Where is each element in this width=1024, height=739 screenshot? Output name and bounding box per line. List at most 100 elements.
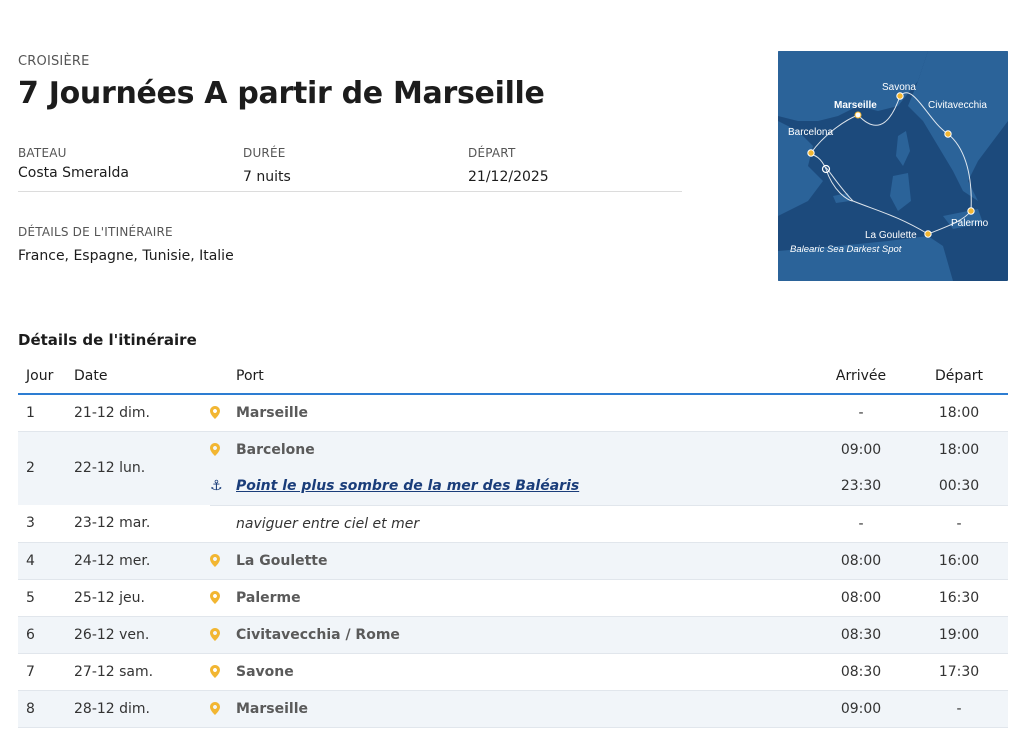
map-pin-icon [210,394,234,432]
row-date: 27-12 sam. [68,653,210,691]
map-pin-icon [210,431,234,468]
map-land-corsica [896,131,910,166]
column-header-day: Jour [18,358,68,395]
table-row: 3 23-12 mar. naviguer entre ciel et mer … [18,505,1008,543]
map-land-italy [908,51,1008,201]
table-row: 4 24-12 mer. La Goulette 08:00 16:00 [18,542,1008,580]
row-port-link[interactable]: Point le plus sombre de la mer des Baléa… [236,478,580,495]
row-port: Palerme [236,589,301,606]
row-day: 7 [18,653,68,691]
row-day: 2 [18,431,68,505]
row-date: 23-12 mar. [68,505,210,543]
map-label-marseille: Marseille [834,100,877,111]
row-arrival: 23:30 [812,468,910,506]
row-day: 3 [18,505,68,543]
map-pin-icon [210,690,234,728]
table-row: 8 28-12 dim. Marseille 09:00 - [18,690,1008,728]
map-label-balearic: Balearic Sea Darkest Spot [790,244,902,255]
itinerary-table: Jour Date Port Arrivée Départ 1 21-12 di… [18,358,1008,728]
row-day: 8 [18,690,68,728]
row-arrival: - [812,394,910,432]
row-date: 21-12 dim. [68,394,210,432]
row-port: Marseille [236,700,309,717]
row-arrival: 09:00 [812,690,910,728]
column-header-icon [210,358,234,395]
row-day: 1 [18,394,68,432]
column-header-departure: Départ [910,358,1008,395]
page-title: 7 Journées A partir de Marseille [18,76,545,111]
map-marker-savona[interactable] [896,92,904,100]
map-land-spain [778,121,823,216]
row-departure: 16:30 [910,579,1008,617]
table-row: 2 22-12 lun. Barcelone 09:00 18:00 [18,431,1008,505]
departure-value: 21/12/2025 [468,169,549,185]
map-marker-marseille[interactable] [854,111,862,119]
row-arrival: 09:00 [812,431,910,468]
row-port: naviguer entre ciel et mer [236,515,420,532]
row-departure: 18:00 [910,431,1008,468]
table-row: 1 21-12 dim. Marseille - 18:00 [18,394,1008,432]
map-pin-icon [210,616,234,654]
table-row: ⚓ Point le plus sombre de la mer des Bal… [18,468,1008,506]
row-date: 28-12 dim. [68,690,210,728]
row-departure: 18:00 [910,394,1008,432]
map-marker-balearic[interactable] [821,164,831,174]
map-pin-icon [210,653,234,691]
map-marker-la-goulette[interactable] [924,230,932,238]
row-arrival: 08:30 [812,653,910,691]
map-marker-civitavecchia[interactable] [944,130,952,138]
row-port: Barcelone [236,441,315,458]
itinerary-section-title: Détails de l'itinéraire [18,331,197,349]
table-header-row: Jour Date Port Arrivée Départ [18,358,1008,395]
map-pin-icon [210,579,234,617]
row-date: 26-12 ven. [68,616,210,654]
row-date: 22-12 lun. [68,431,210,505]
row-day: 5 [18,579,68,617]
row-port: Civitavecchia / Rome [236,626,400,643]
ship-value: Costa Smeralda [18,165,129,181]
row-arrival: - [812,505,910,543]
empty-icon-cell [210,505,234,543]
map-pin-icon [210,542,234,580]
meta-divider [18,191,682,192]
map-label-civitavecchia: Civitavecchia [928,100,987,111]
map-label-barcelona: Barcelona [788,127,833,138]
row-arrival: 08:00 [812,542,910,580]
anchor-icon: ⚓ [210,468,234,506]
departure-label: DÉPART [468,146,516,160]
row-departure: - [910,690,1008,728]
map-land-baleares [833,193,850,203]
row-port: Savone [236,663,294,680]
row-date: 25-12 jeu. [68,579,210,617]
row-port: Marseille [236,404,309,421]
map-marker-barcelona[interactable] [807,149,815,157]
column-header-port: Port [234,358,812,395]
row-departure: 19:00 [910,616,1008,654]
row-departure: 00:30 [910,468,1008,506]
itinerary-countries-label: DÉTAILS DE L'ITINÉRAIRE [18,225,173,239]
map-label-palermo: Palermo [951,218,989,229]
ship-label: BATEAU [18,146,67,160]
row-departure: - [910,505,1008,543]
row-port: La Goulette [236,552,328,569]
duration-value: 7 nuits [243,169,291,185]
map-label-la-goulette: La Goulette [865,230,917,241]
table-row: 5 25-12 jeu. Palerme 08:00 16:30 [18,579,1008,617]
map-marker-palermo[interactable] [967,207,975,215]
row-arrival: 08:00 [812,579,910,617]
column-header-date: Date [68,358,210,395]
row-departure: 16:00 [910,542,1008,580]
page-eyebrow: CROISIÈRE [18,54,90,69]
row-departure: 17:30 [910,653,1008,691]
itinerary-countries-value: France, Espagne, Tunisie, Italie [18,248,234,264]
table-row: 6 26-12 ven. Civitavecchia / Rome 08:30 … [18,616,1008,654]
row-arrival: 08:30 [812,616,910,654]
row-day: 4 [18,542,68,580]
map-land-africa [778,236,953,281]
route-map[interactable]: Savona Marseille Civitavecchia Barcelona… [778,51,1008,281]
column-header-arrival: Arrivée [812,358,910,395]
row-day: 6 [18,616,68,654]
map-land-sardinia [890,173,911,211]
row-date: 24-12 mer. [68,542,210,580]
table-row: 7 27-12 sam. Savone 08:30 17:30 [18,653,1008,691]
